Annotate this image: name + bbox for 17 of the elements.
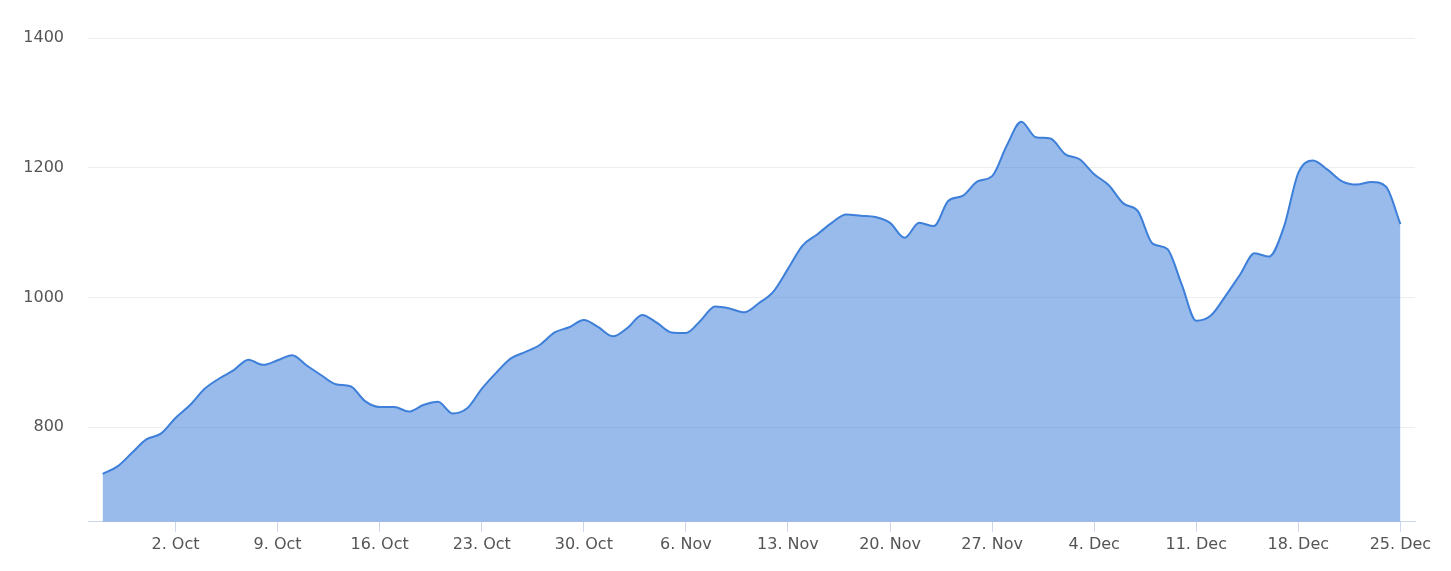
x-tick-label: 23. Oct: [452, 533, 511, 553]
y-tick-label: 1000: [23, 286, 64, 306]
x-tick-label: 25. Dec: [1369, 533, 1432, 553]
x-tick-label: 6. Nov: [660, 533, 712, 553]
x-tick-label: 18. Dec: [1267, 533, 1330, 553]
x-tick-label: 30. Oct: [554, 533, 613, 553]
x-tick-label: 27. Nov: [961, 533, 1023, 553]
y-tick-label: 1400: [23, 27, 64, 47]
x-tick-label: 13. Nov: [757, 533, 819, 553]
x-tick-label: 4. Dec: [1068, 533, 1120, 553]
x-tick-label: 11. Dec: [1165, 533, 1228, 553]
y-tick-label: 1200: [23, 156, 64, 176]
x-tick-label: 9. Oct: [253, 533, 302, 553]
x-tick-label: 2. Oct: [151, 533, 200, 553]
x-tick-label: 20. Nov: [859, 533, 921, 553]
y-tick-label: 800: [33, 416, 64, 436]
x-tick-label: 16. Oct: [350, 533, 409, 553]
